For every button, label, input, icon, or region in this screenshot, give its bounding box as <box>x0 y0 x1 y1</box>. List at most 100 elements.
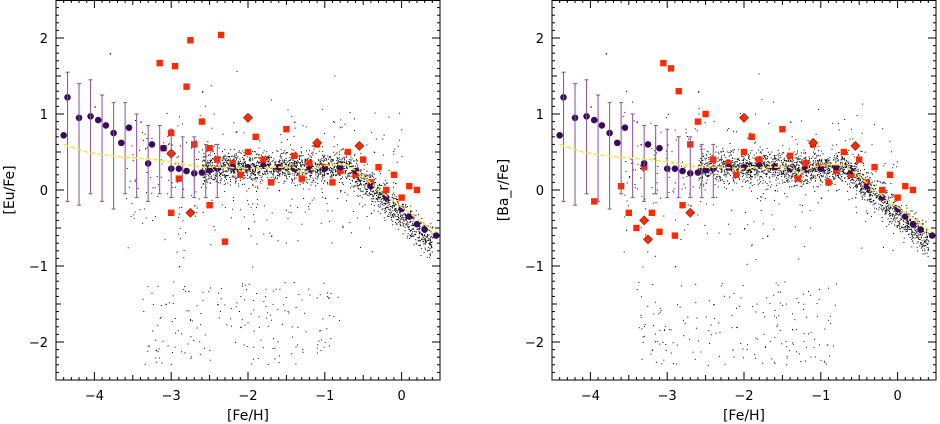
background-star-dot <box>824 362 826 364</box>
background-star-dot <box>724 163 726 165</box>
background-star-dot <box>255 166 257 168</box>
x-tick-label: 0 <box>397 389 405 404</box>
background-star-dot <box>827 158 829 160</box>
background-star-dot <box>805 156 807 158</box>
background-star-dot <box>347 175 349 177</box>
background-star-dot <box>387 204 389 206</box>
background-star-dot <box>151 137 153 139</box>
background-star-dot <box>740 171 742 173</box>
background-star-dot <box>841 166 843 168</box>
background-star-dot <box>841 165 843 167</box>
background-star-dot <box>364 185 366 187</box>
background-star-dot <box>861 191 863 193</box>
background-star-dot <box>237 166 239 168</box>
background-star-dot <box>883 202 885 204</box>
background-star-dot <box>254 151 256 153</box>
background-star-dot <box>709 342 710 344</box>
background-star-dot <box>319 168 321 170</box>
observed-star-square <box>267 179 275 186</box>
background-star-dot <box>176 251 178 253</box>
background-star-dot <box>754 141 756 143</box>
background-star-dot <box>217 162 219 164</box>
background-star-dot <box>899 226 901 228</box>
background-star-dot <box>777 175 778 176</box>
background-star-dot <box>753 221 755 223</box>
background-star-dot <box>370 203 372 205</box>
background-star-dot <box>747 165 749 167</box>
background-star-dot <box>799 161 801 163</box>
background-star-dot <box>928 232 930 234</box>
background-star-dot <box>371 200 373 202</box>
background-star-dot <box>641 144 642 146</box>
background-star-dot <box>775 155 777 156</box>
background-star-dot <box>860 176 862 178</box>
model-mean-point <box>160 144 167 152</box>
background-star-dot <box>215 181 217 183</box>
background-star-dot <box>353 178 355 179</box>
background-star-dot <box>360 173 362 175</box>
background-star-dot <box>267 312 269 314</box>
background-star-dot <box>760 181 762 183</box>
background-star-dot <box>742 170 744 172</box>
background-star-dot <box>923 231 924 233</box>
background-star-dot <box>234 169 236 171</box>
background-star-dot <box>798 258 800 260</box>
background-star-dot <box>708 171 710 173</box>
background-star-dot <box>208 291 210 293</box>
background-star-dot <box>865 210 867 212</box>
background-star-dot <box>857 186 858 188</box>
background-star-dot <box>278 181 280 183</box>
background-star-dot <box>214 155 216 157</box>
background-star-dot <box>835 158 837 160</box>
background-star-dot <box>706 176 708 178</box>
background-star-dot <box>171 321 173 323</box>
background-star-dot <box>715 178 716 180</box>
background-star-dot <box>785 173 787 175</box>
background-star-dot <box>811 157 812 159</box>
background-star-dot <box>288 211 290 213</box>
background-star-dot <box>341 182 343 184</box>
background-star-dot <box>894 205 895 207</box>
background-star-dot <box>296 165 297 167</box>
background-star-dot <box>802 183 804 185</box>
background-star-dot <box>746 170 748 171</box>
background-star-dot <box>659 329 661 331</box>
background-star-dot <box>681 161 683 163</box>
background-star-dot <box>427 225 429 227</box>
background-star-dot <box>859 182 861 184</box>
background-star-dot <box>270 157 272 159</box>
background-star-dot <box>880 182 882 184</box>
background-star-dot <box>798 167 800 169</box>
background-star-dot <box>762 163 764 164</box>
background-star-dot <box>869 193 871 195</box>
background-star-dot <box>258 162 260 164</box>
background-star-dot <box>238 163 240 164</box>
background-star-dot <box>309 294 311 296</box>
background-star-dot <box>700 184 702 186</box>
background-star-dot <box>377 184 379 186</box>
background-star-dot <box>806 180 808 182</box>
background-star-dot <box>388 199 390 201</box>
background-star-dot <box>373 193 375 194</box>
plot-area <box>60 31 440 366</box>
background-star-dot <box>223 164 225 166</box>
model-curve <box>63 143 437 233</box>
background-star-dot <box>773 161 775 163</box>
background-star-dot <box>916 247 918 249</box>
background-star-dot <box>317 175 319 177</box>
background-star-dot <box>323 282 325 284</box>
background-star-dot <box>919 233 921 235</box>
background-star-dot <box>397 217 399 219</box>
background-star-dot <box>237 169 239 170</box>
background-star-dot <box>208 174 210 176</box>
background-star-dot <box>820 150 822 152</box>
background-star-dot <box>333 136 335 138</box>
background-star-dot <box>146 138 148 139</box>
background-star-dot <box>841 156 843 158</box>
background-star-dot <box>255 177 257 179</box>
background-star-dot <box>740 342 742 344</box>
background-star-dot <box>779 170 781 172</box>
background-star-dot <box>730 152 732 154</box>
background-star-dot <box>244 324 246 326</box>
background-star-dot <box>349 179 350 180</box>
